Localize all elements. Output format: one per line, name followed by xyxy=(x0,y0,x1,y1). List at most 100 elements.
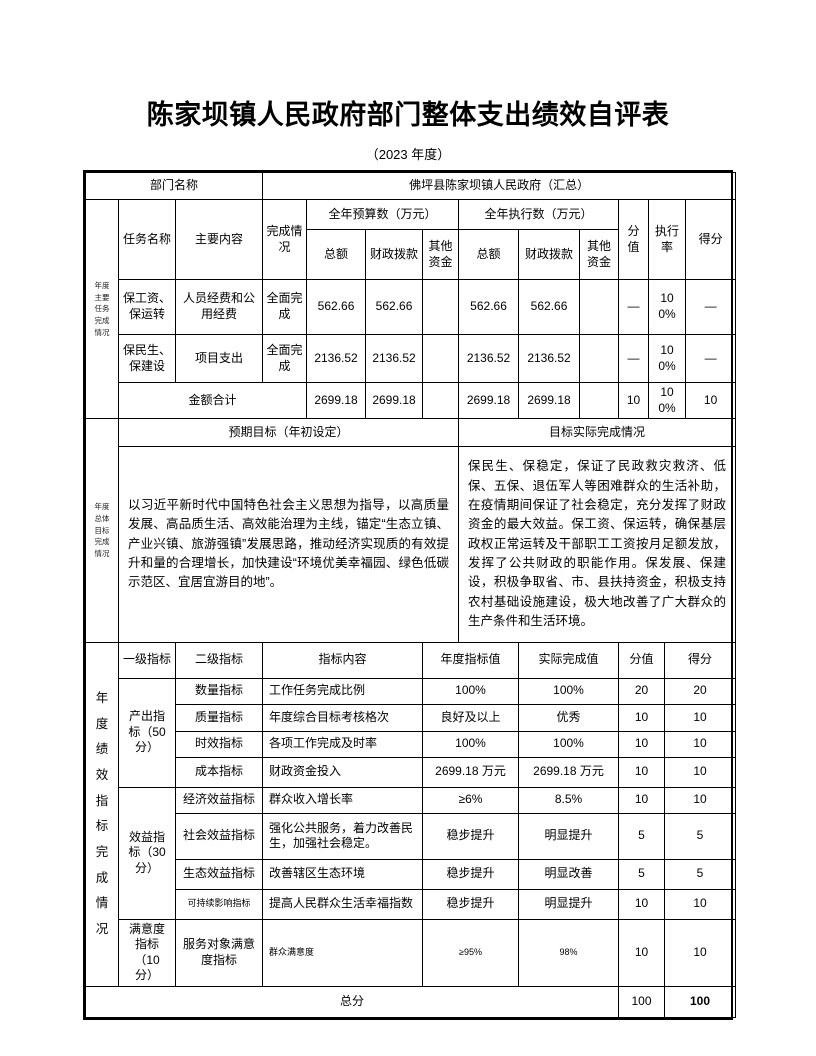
goals-table: 年度总体目标完成情况 预期目标（年初设定） 目标实际完成情况 以习近平新时代中国… xyxy=(85,418,736,643)
header-score: 得分 xyxy=(685,199,737,281)
actual-completion-text: 保民生、保稳定，保证了民政救灾救济、低保、五保、退伍军人等困难群众的生活补助，在… xyxy=(458,446,736,643)
cell-actual: 100% xyxy=(518,677,619,705)
cell-exec-total: 562.66 xyxy=(458,279,520,336)
page-subtitle: （2023 年度） xyxy=(365,147,451,163)
cell-budget-total: 2136.52 xyxy=(306,334,367,384)
cell-level2: 生态效益指标 xyxy=(175,858,263,890)
cell-budget-fiscal: 562.66 xyxy=(365,279,424,336)
cell-score: 10 xyxy=(664,756,736,788)
cell-exec-total: 2136.52 xyxy=(458,334,520,384)
cell-content: 群众收入增长率 xyxy=(262,786,423,814)
header-exec-rate: 执行率 xyxy=(648,199,687,281)
cell-points: 10 xyxy=(618,756,665,788)
header-budget-total: 总额 xyxy=(306,229,367,281)
header-exec-group: 全年执行数（万元） xyxy=(458,199,620,231)
table-row: 年度绩效指标完成情况 一级指标 二级指标 指标内容 年度指标值 实际完成值 分值… xyxy=(85,641,736,987)
cell-main-content: 人员经费和公用经费 xyxy=(174,279,264,336)
grand-total-score: 100 xyxy=(664,985,736,1018)
cell-score: 5 xyxy=(664,858,736,890)
cell-level2: 数量指标 xyxy=(175,677,263,705)
evaluation-table: 部门名称 佛坪县陈家坝镇人民政府（汇总） 年度主要任务完成情况 任务名称 主要内… xyxy=(83,170,737,1020)
cell-level2: 可持续影响指标 xyxy=(175,888,263,920)
group-benefit-indicators: 效益指标（30分） xyxy=(118,786,176,920)
dept-name-value: 佛坪县陈家坝镇人民政府（汇总） xyxy=(262,172,737,201)
cell-target: 稳步提升 xyxy=(422,858,519,890)
grand-total-points: 100 xyxy=(618,985,665,1018)
cell-budget-other xyxy=(422,382,460,420)
cell-exec-other xyxy=(579,279,620,336)
cell-score: 10 xyxy=(664,703,736,732)
cell-completion: 全面完成 xyxy=(262,334,308,384)
header-actual-value: 实际完成值 xyxy=(518,641,619,679)
cell-actual: 明显改善 xyxy=(518,858,619,890)
cell-exec-rate: 100% xyxy=(648,279,687,336)
cell-content: 财政资金投入 xyxy=(262,756,423,788)
header-budget-fiscal: 财政拨款 xyxy=(365,229,424,281)
amount-total-label: 金额合计 xyxy=(117,382,308,420)
cell-score: 10 xyxy=(664,888,736,920)
self-evaluation-document: 陈家坝镇人民政府部门整体支出绩效自评表 （2023 年度） 部门名称 佛坪县陈家… xyxy=(83,100,737,1020)
cell-target: 稳步提升 xyxy=(422,812,519,860)
cell-target: 100% xyxy=(422,730,519,758)
cell-score: 20 xyxy=(664,677,736,705)
table-row: 可持续影响指标 提高人民群众生活幸福指数 稳步提升 明显提升 10 10 xyxy=(86,888,736,920)
cell-level2: 经济效益指标 xyxy=(175,786,263,814)
cell-content: 提高人民群众生活幸福指数 xyxy=(262,888,423,920)
cell-content: 各项工作完成及时率 xyxy=(262,730,423,758)
cell-actual: 8.5% xyxy=(518,786,619,814)
cell-points: 10 xyxy=(618,888,665,920)
cell-budget-other xyxy=(422,334,460,384)
cell-target: 稳步提升 xyxy=(422,888,519,920)
group-satisfaction-indicators: 满意度指标（10分） xyxy=(118,918,176,987)
expected-goal-text: 以习近平新时代中国特色社会主义思想为指导，以高质量发展、高品质生活、高效能治理为… xyxy=(118,446,459,643)
cell-level2: 服务对象满意度指标 xyxy=(175,918,263,987)
cell-points: 10 xyxy=(618,730,665,758)
cell-content: 群众满意度 xyxy=(262,918,423,987)
cell-actual: 98% xyxy=(518,918,619,987)
table-row: 效益指标（30分） 经济效益指标 群众收入增长率 ≥6% 8.5% 10 10 xyxy=(86,786,736,920)
cell-points: 20 xyxy=(618,677,665,705)
cell-target: 100% xyxy=(422,677,519,705)
cell-points: 10 xyxy=(618,786,665,814)
header-exec-fiscal: 财政拨款 xyxy=(518,229,581,281)
cell-content: 改善辖区生态环境 xyxy=(262,858,423,890)
cell-level2: 成本指标 xyxy=(175,756,263,788)
cell-score: 10 xyxy=(685,382,737,420)
cell-level2: 社会效益指标 xyxy=(175,812,263,860)
section-goals-sidebar-label: 年度总体目标完成情况 xyxy=(85,418,119,643)
cell-exec-fiscal: 2136.52 xyxy=(518,334,581,384)
cell-exec-total: 2699.18 xyxy=(458,382,520,420)
cell-actual: 100% xyxy=(518,730,619,758)
grand-total-label: 总分 xyxy=(85,985,619,1018)
header-budget-group: 全年预算数（万元） xyxy=(306,199,460,231)
header-main-content: 主要内容 xyxy=(174,199,264,281)
cell-score: 10 xyxy=(664,918,736,987)
table-row: 以习近平新时代中国特色社会主义思想为指导，以高质量发展、高品质生活、高效能治理为… xyxy=(86,446,736,643)
cell-budget-fiscal: 2699.18 xyxy=(365,382,424,420)
cell-completion: 全面完成 xyxy=(262,279,308,336)
table-row: 部门名称 佛坪县陈家坝镇人民政府（汇总） xyxy=(84,172,737,201)
table-row: 生态效益指标 改善辖区生态环境 稳步提升 明显改善 5 5 xyxy=(86,858,736,890)
cell-target: 良好及以上 xyxy=(422,703,519,732)
cell-exec-other xyxy=(579,334,620,384)
cell-content: 年度综合目标考核格次 xyxy=(262,703,423,732)
header-expected-goal: 预期目标（年初设定） xyxy=(118,418,459,448)
cell-actual: 明显提升 xyxy=(518,812,619,860)
cell-score: 5 xyxy=(664,812,736,860)
header-points: 分值 xyxy=(618,199,650,281)
table-row: 社会效益指标 强化公共服务，着力改善民生，加强社会稳定。 稳步提升 明显提升 5… xyxy=(86,812,736,860)
table-row: 年度主要任务完成情况 任务名称 主要内容 完成情况 全年预算数（万元） 全年执行… xyxy=(85,199,737,420)
cell-exec-fiscal: 2699.18 xyxy=(518,382,581,420)
group-output-indicators: 产出指标（50分） xyxy=(118,677,176,788)
cell-points: 10 xyxy=(618,918,665,987)
indicators-table: 年度绩效指标完成情况 一级指标 二级指标 指标内容 年度指标值 实际完成值 分值… xyxy=(85,641,736,1018)
cell-budget-fiscal: 2136.52 xyxy=(365,334,424,384)
cell-main-content: 项目支出 xyxy=(174,334,264,384)
cell-target: ≥6% xyxy=(422,786,519,814)
table-row: 满意度指标（10分） 服务对象满意度指标 群众满意度 ≥95% 98% 10 1… xyxy=(86,918,736,987)
table-row: 质量指标 年度综合目标考核格次 良好及以上 优秀 10 10 xyxy=(86,703,736,732)
table-row: 保民生、保建设 项目支出 全面完成 2136.52 2136.52 2136.5… xyxy=(86,334,737,384)
header-level2-indicator: 二级指标 xyxy=(175,641,263,679)
cell-actual: 优秀 xyxy=(518,703,619,732)
cell-actual: 明显提升 xyxy=(518,888,619,920)
